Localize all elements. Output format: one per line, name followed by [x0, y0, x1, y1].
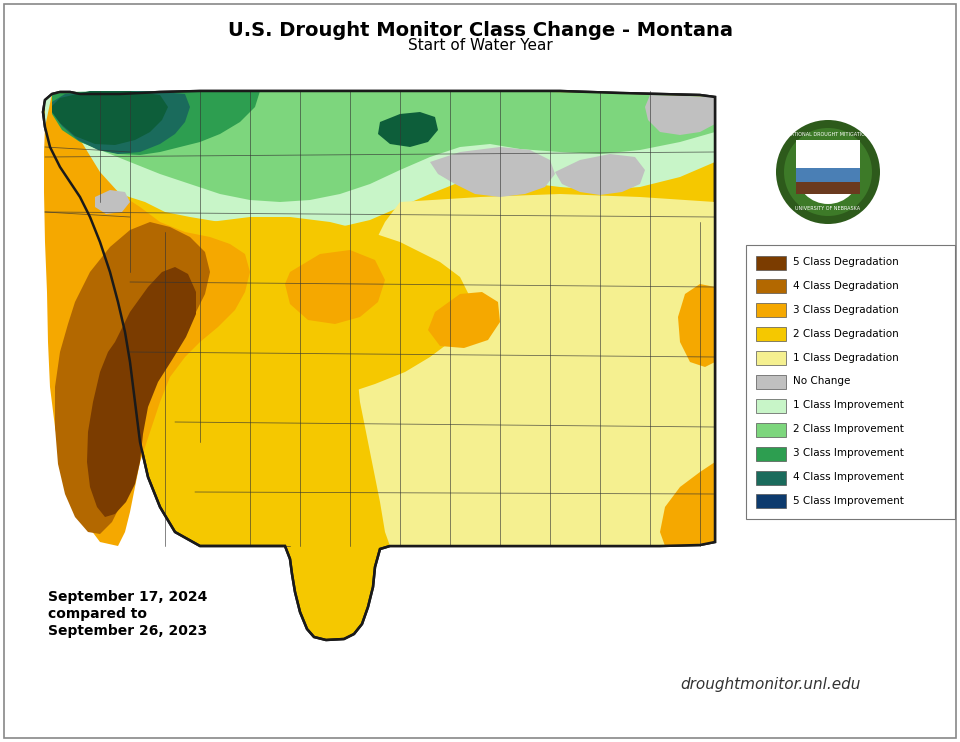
Polygon shape — [52, 91, 260, 155]
Polygon shape — [428, 292, 500, 348]
Text: compared to: compared to — [48, 607, 147, 621]
Polygon shape — [355, 194, 715, 546]
Bar — [796, 182, 860, 194]
Bar — [756, 470, 786, 485]
Text: 1 Class Degradation: 1 Class Degradation — [793, 352, 899, 363]
Text: No Change: No Change — [793, 376, 851, 387]
Text: 2 Class Improvement: 2 Class Improvement — [793, 424, 904, 434]
Text: 4 Class Improvement: 4 Class Improvement — [793, 472, 904, 482]
Text: UNIVERSITY OF NEBRASKA: UNIVERSITY OF NEBRASKA — [796, 206, 860, 211]
Text: NATIONAL DROUGHT MITIGATION: NATIONAL DROUGHT MITIGATION — [787, 131, 869, 137]
Polygon shape — [44, 94, 250, 546]
Bar — [756, 375, 786, 389]
Text: Start of Water Year: Start of Water Year — [408, 39, 552, 53]
Text: 3 Class Degradation: 3 Class Degradation — [793, 305, 899, 315]
Polygon shape — [378, 112, 438, 147]
Text: September 26, 2023: September 26, 2023 — [48, 624, 207, 638]
Polygon shape — [45, 92, 715, 232]
Text: 5 Class Degradation: 5 Class Degradation — [793, 257, 899, 267]
Polygon shape — [678, 284, 715, 367]
Bar — [756, 255, 786, 269]
Text: ≈: ≈ — [822, 168, 834, 183]
Bar — [756, 351, 786, 365]
Bar — [796, 140, 860, 168]
Polygon shape — [645, 95, 715, 135]
Polygon shape — [660, 462, 715, 546]
Text: droughtmonitor.unl.edu: droughtmonitor.unl.edu — [680, 677, 860, 692]
Circle shape — [796, 140, 860, 204]
Polygon shape — [430, 147, 555, 197]
Polygon shape — [52, 91, 190, 154]
Bar — [756, 280, 786, 293]
Bar — [796, 168, 860, 182]
Text: U.S. Drought Monitor Class Change - Montana: U.S. Drought Monitor Class Change - Mont… — [228, 21, 732, 39]
Polygon shape — [175, 217, 470, 412]
Circle shape — [784, 128, 872, 216]
Text: 5 Class Improvement: 5 Class Improvement — [793, 496, 904, 506]
Polygon shape — [43, 91, 715, 640]
Polygon shape — [55, 222, 210, 534]
Bar — [756, 494, 786, 508]
FancyBboxPatch shape — [4, 4, 956, 738]
Bar — [756, 327, 786, 341]
Text: September 17, 2024: September 17, 2024 — [48, 590, 207, 604]
Circle shape — [776, 120, 880, 224]
Text: 3 Class Improvement: 3 Class Improvement — [793, 448, 904, 458]
Polygon shape — [285, 250, 385, 324]
Polygon shape — [95, 190, 130, 214]
Text: NDMC: NDMC — [807, 151, 849, 165]
Bar — [756, 303, 786, 318]
Bar — [756, 399, 786, 413]
Text: 2 Class Degradation: 2 Class Degradation — [793, 329, 899, 338]
FancyBboxPatch shape — [746, 245, 955, 519]
Bar — [756, 423, 786, 437]
Text: 4 Class Degradation: 4 Class Degradation — [793, 281, 899, 291]
Polygon shape — [87, 267, 196, 517]
Polygon shape — [52, 91, 168, 145]
Polygon shape — [52, 91, 715, 202]
Text: 1 Class Improvement: 1 Class Improvement — [793, 401, 904, 410]
Polygon shape — [555, 154, 645, 195]
Bar — [756, 447, 786, 461]
